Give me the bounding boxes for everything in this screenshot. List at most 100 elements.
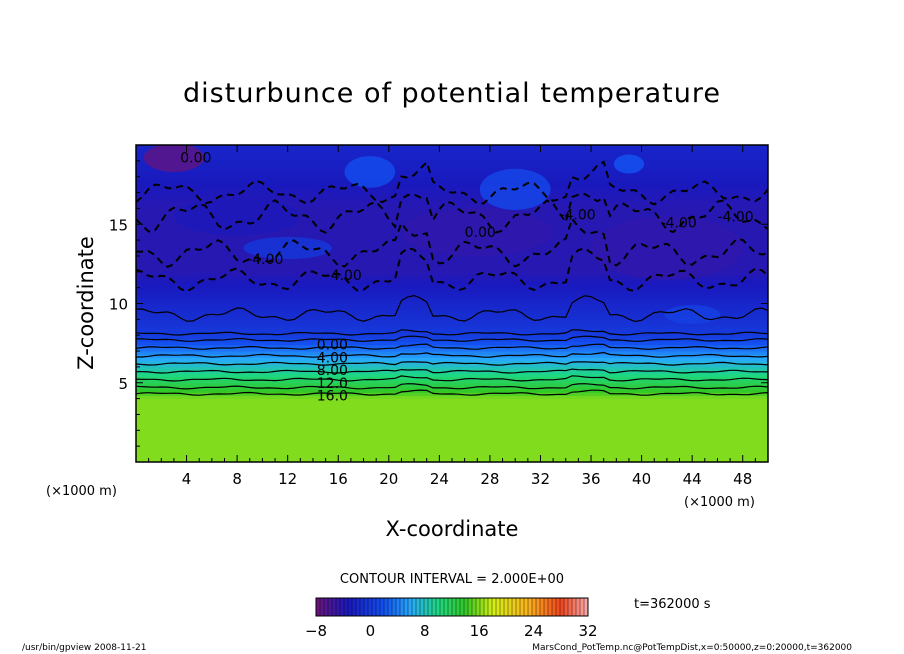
field-band (136, 385, 768, 390)
negative-contour (136, 247, 768, 293)
colorbar-segment (520, 598, 525, 616)
field-band (136, 363, 768, 368)
field-band (136, 423, 768, 428)
colorbar-segment (316, 598, 321, 616)
field-band (136, 318, 768, 324)
field-band (136, 388, 768, 393)
colorbar-ticks: −8 0 8 16 24 32 (305, 622, 598, 640)
colorbar-segment (324, 598, 329, 616)
colorbar-segment (572, 598, 577, 616)
field-band (136, 303, 768, 308)
footer-right: MarsCond_PotTemp.nc@PotTempDist,x=0:5000… (532, 643, 852, 653)
x-tick-label: 32 (531, 470, 550, 488)
x-axis-unit-right: (×1000 m) (684, 495, 755, 510)
field-band (136, 274, 768, 279)
x-axis-title: X-coordinate (386, 517, 519, 541)
contour-label: -4.00 (559, 208, 595, 224)
colorbar-segment (504, 598, 509, 616)
colorbar-segment (404, 598, 409, 616)
colorbar-segment (368, 598, 373, 616)
field-band (136, 442, 768, 447)
positive-contour (136, 368, 768, 374)
x-tick-label: 24 (430, 470, 449, 488)
field-band (136, 166, 768, 171)
field-band (136, 347, 768, 352)
field-band (136, 436, 768, 441)
field-band (136, 147, 768, 152)
field-band (136, 394, 768, 400)
field-band (136, 432, 768, 438)
colorbar-tick-label: 32 (578, 622, 597, 640)
y-tick-label: 10 (109, 296, 128, 314)
colorbar-segment (532, 598, 537, 616)
x-tick-label: 48 (733, 470, 752, 488)
field-band (136, 325, 768, 330)
colorbar-segment (412, 598, 417, 616)
field-band (136, 271, 768, 276)
field-band (136, 369, 768, 374)
field-band (136, 439, 768, 444)
colorbar-segment (548, 598, 553, 616)
field-band (136, 344, 768, 349)
colorbar-segment (320, 598, 325, 616)
colorbar-frame (315, 597, 589, 617)
colorbar-segment (488, 598, 493, 616)
field-band (136, 366, 768, 371)
anomaly-patch (401, 208, 554, 256)
contour-label: 4.00 (317, 350, 348, 366)
field-band (136, 185, 768, 190)
x-tick-label: 12 (278, 470, 297, 488)
field-band (136, 455, 768, 460)
positive-contour (136, 389, 768, 396)
x-tick-label: 40 (632, 470, 651, 488)
field-band (136, 280, 768, 285)
field-band (136, 179, 768, 184)
contour-label: -4.00 (247, 252, 283, 268)
anomaly-patch (613, 154, 645, 174)
anomaly-patch (344, 156, 396, 188)
colorbar-segment (344, 598, 349, 616)
field-band (136, 293, 768, 298)
colorbar-segment (460, 598, 465, 616)
colorbar-segment (380, 598, 385, 616)
field-band (136, 290, 768, 295)
colorbar-segment (544, 598, 549, 616)
colorbar-segment (352, 598, 357, 616)
positive-contour (136, 294, 768, 323)
colorbar-segment (448, 598, 453, 616)
x-tick-label: 44 (683, 470, 702, 488)
colorbar-segment (432, 598, 437, 616)
anomaly-patch (591, 216, 743, 280)
field-band (136, 145, 768, 149)
contour-label: 0.00 (465, 225, 496, 241)
colorbar-segment (336, 598, 341, 616)
field-band (136, 413, 768, 419)
x-tick-label: 4 (182, 470, 192, 488)
positive-contour (136, 383, 768, 390)
colorbar-segment (364, 598, 369, 616)
colorbar-segment (528, 598, 533, 616)
contour-label: -4.00 (326, 268, 362, 284)
colorbar-tick-label: 8 (420, 622, 430, 640)
colorbar-segment (508, 598, 513, 616)
field-band (136, 299, 768, 304)
colorbar-segment (580, 598, 585, 616)
heatmap-anomalies (143, 145, 743, 325)
colorbar-segment (540, 598, 545, 616)
colorbar-segment (556, 598, 561, 616)
y-tick-label: 15 (109, 216, 128, 234)
field-band (136, 448, 768, 453)
x-tick-label: 20 (379, 470, 398, 488)
positive-contour (136, 343, 768, 350)
x-tick-label: 16 (329, 470, 348, 488)
field-band (136, 261, 768, 266)
colorbar-segment (560, 598, 565, 616)
field-band (136, 198, 768, 203)
field-band (136, 398, 768, 403)
colorbar-segment (524, 598, 529, 616)
colorbar-segment (472, 598, 477, 616)
x-axis: 4 8 12 16 20 24 28 32 36 40 44 48 (148, 145, 756, 488)
field-band (136, 150, 768, 156)
field-band (136, 312, 768, 317)
colorbar-segment (328, 598, 333, 616)
